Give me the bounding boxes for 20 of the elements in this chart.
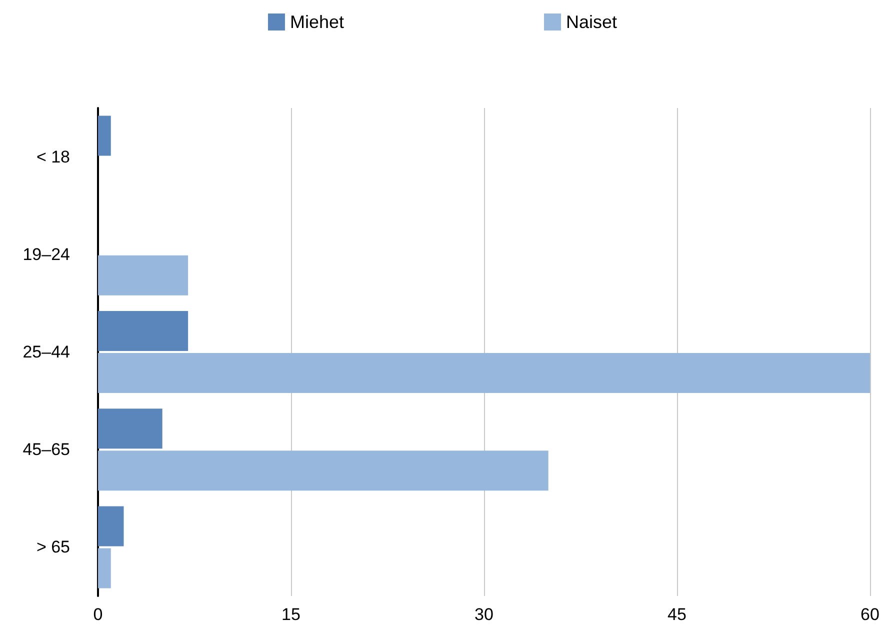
x-tick-label: 0 [93, 605, 103, 624]
bar [98, 353, 870, 393]
bar [98, 311, 188, 351]
x-tick-label: 15 [282, 605, 300, 624]
bar [98, 116, 111, 156]
bar [98, 450, 548, 491]
y-tick-label: 19–24 [22, 244, 70, 264]
legend-label: Miehet [290, 12, 344, 32]
x-tick-label: 30 [474, 605, 494, 624]
y-tick-label: 45–65 [22, 440, 70, 460]
bar [98, 548, 111, 588]
x-tick-label: 60 [860, 605, 880, 624]
bar [98, 506, 124, 546]
y-tick-label: < 18 [36, 147, 70, 166]
y-tick-label: 25–44 [22, 342, 70, 362]
legend-label: Naiset [566, 12, 618, 32]
bar [98, 408, 162, 449]
bar [98, 255, 188, 296]
x-tick-label: 45 [668, 605, 686, 624]
y-tick-label: > 65 [36, 538, 70, 557]
